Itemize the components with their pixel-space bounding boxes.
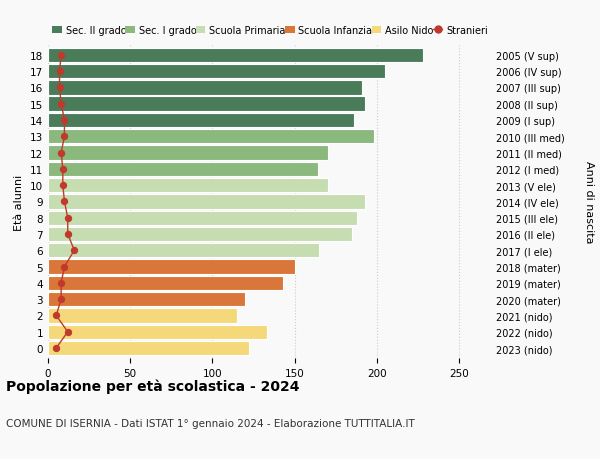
Bar (48, 162, 317, 177)
Y-axis label: Età alunni: Età alunni (14, 174, 25, 230)
Bar (48, 81, 362, 95)
Bar (48, 49, 423, 63)
Point (55, 68, 64, 76)
Point (56, 280, 66, 287)
Point (52, 312, 61, 319)
Point (59, 133, 69, 140)
Bar (48, 211, 357, 225)
Point (63, 214, 73, 222)
Bar (48, 65, 385, 79)
Legend: Sec. II grado, Sec. I grado, Scuola Primaria, Scuola Infanzia, Asilo Nido, Stran: Sec. II grado, Sec. I grado, Scuola Prim… (48, 22, 492, 39)
Point (63, 231, 73, 238)
Point (58, 166, 68, 173)
Text: COMUNE DI ISERNIA - Dati ISTAT 1° gennaio 2024 - Elaborazione TUTTITALIA.IT: COMUNE DI ISERNIA - Dati ISTAT 1° gennai… (6, 418, 415, 428)
Point (55, 84, 64, 92)
Bar (48, 179, 328, 193)
Bar (48, 113, 354, 128)
Point (70, 247, 79, 254)
Point (56, 101, 66, 108)
Point (58, 182, 68, 190)
Bar (48, 227, 352, 241)
Point (63, 328, 73, 336)
Bar (48, 325, 267, 339)
Bar (48, 308, 237, 323)
Point (52, 345, 61, 352)
Point (56, 150, 66, 157)
Point (59, 117, 69, 124)
Bar (48, 244, 319, 258)
Bar (48, 276, 283, 291)
Bar (48, 292, 245, 307)
Bar (48, 130, 374, 144)
Bar (48, 97, 365, 112)
Point (56, 52, 66, 59)
Point (56, 296, 66, 303)
Bar (48, 260, 295, 274)
Y-axis label: Anni di nascita: Anni di nascita (584, 161, 595, 243)
Point (59, 198, 69, 206)
Bar (48, 195, 365, 209)
Text: Popolazione per età scolastica - 2024: Popolazione per età scolastica - 2024 (6, 379, 299, 393)
Point (59, 263, 69, 271)
Bar (48, 146, 328, 160)
Bar (48, 341, 248, 355)
